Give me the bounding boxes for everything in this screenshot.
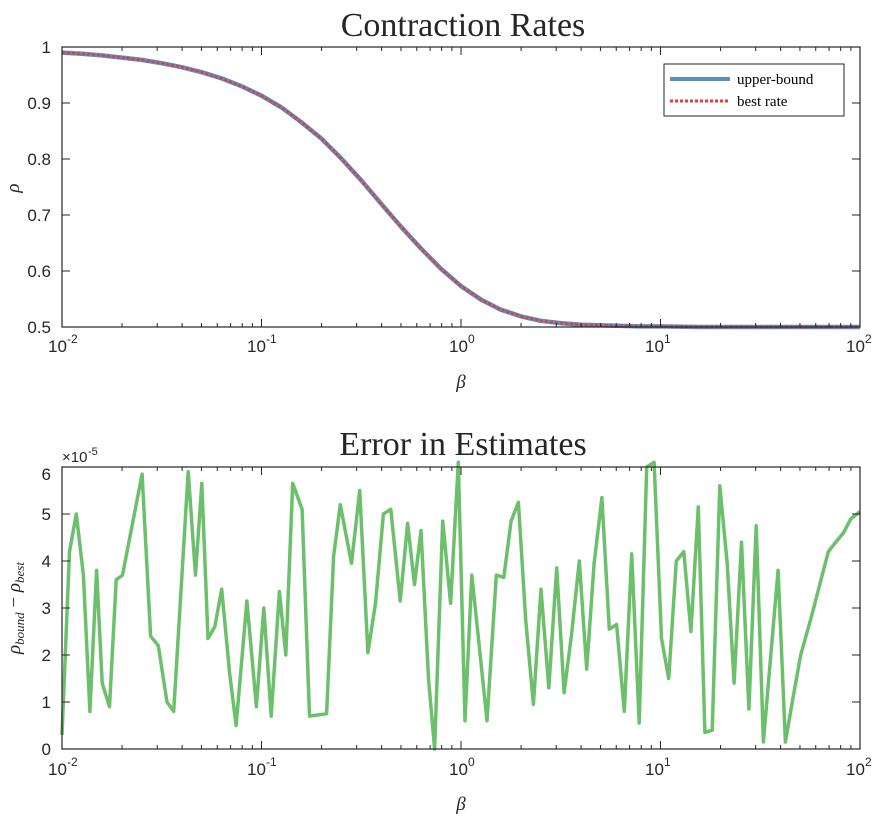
y-multiplier-label: ×10 -5 — [62, 446, 98, 466]
error-estimates-chart: Error in Estimates ×10 -5 0 1 2 3 4 5 6 … — [4, 426, 872, 815]
y-tick-label: 0.8 — [27, 150, 51, 169]
y-tick-label: 2 — [42, 646, 51, 665]
x-tick-label: 10 1 — [645, 332, 671, 356]
legend-box — [663, 63, 845, 117]
svg-text:-2: -2 — [67, 755, 78, 769]
legend-label-upper-bound: upper-bound — [737, 72, 814, 88]
series-line-best-rate — [61, 51, 860, 329]
y-tick-label: 0.7 — [27, 206, 51, 225]
svg-text:10: 10 — [449, 337, 468, 356]
y-tick-label: 4 — [42, 552, 51, 571]
y-tick-label: 6 — [42, 465, 51, 484]
tick-marks — [61, 46, 860, 328]
y-tick-label: 1 — [42, 693, 51, 712]
y-tick-label: 1 — [42, 38, 51, 57]
svg-text:-2: -2 — [67, 332, 78, 346]
svg-text:0: 0 — [468, 332, 475, 346]
y-tick-label: 5 — [42, 505, 51, 524]
svg-text:×10: ×10 — [62, 449, 87, 466]
x-tick-label: 10 -1 — [247, 332, 277, 356]
y-tick-label: 3 — [42, 599, 51, 618]
svg-text:-5: -5 — [88, 446, 98, 458]
svg-text:1: 1 — [664, 755, 671, 769]
svg-text:10: 10 — [48, 760, 67, 779]
x-tick-label: 10 0 — [449, 755, 475, 779]
y-tick-label: 0.5 — [27, 318, 51, 337]
chart-title: Contraction Rates — [341, 7, 586, 44]
y-axis-label: ρbound − ρbest — [4, 562, 27, 655]
svg-text:2: 2 — [865, 755, 872, 769]
x-axis-label: β — [455, 794, 466, 815]
contraction-rates-chart: Contraction Rates 0.5 0.6 0.7 0.8 0.9 1 … — [3, 7, 872, 393]
legend-label-best-rate: best rate — [737, 94, 788, 110]
legend: upper-bound best rate — [663, 63, 845, 117]
x-tick-label: 10 1 — [645, 755, 671, 779]
svg-text:10: 10 — [645, 337, 664, 356]
svg-text:0: 0 — [468, 755, 475, 769]
svg-text:10: 10 — [247, 760, 266, 779]
svg-text:-1: -1 — [266, 332, 277, 346]
x-tick-label: 10 2 — [846, 755, 872, 779]
x-tick-label: 10 2 — [846, 332, 872, 356]
chart-title: Error in Estimates — [339, 426, 586, 463]
svg-text:10: 10 — [48, 337, 67, 356]
svg-text:2: 2 — [865, 332, 872, 346]
svg-text:10: 10 — [449, 760, 468, 779]
series-layer — [60, 460, 862, 751]
y-tick-label: 0 — [42, 740, 51, 759]
x-tick-label: 10 -2 — [48, 755, 78, 779]
svg-text:1: 1 — [664, 332, 671, 346]
svg-text:10: 10 — [846, 337, 865, 356]
y-tick-label: 0.9 — [27, 94, 51, 113]
x-tick-label: 10 -1 — [247, 755, 277, 779]
x-tick-label: 10 0 — [449, 332, 475, 356]
svg-text:10: 10 — [247, 337, 266, 356]
svg-text:10: 10 — [645, 760, 664, 779]
svg-text:-1: -1 — [266, 755, 277, 769]
y-tick-label: 0.6 — [27, 262, 51, 281]
y-axis-label: ρ — [3, 183, 24, 193]
series-line-error — [60, 460, 862, 751]
svg-text:10: 10 — [846, 760, 865, 779]
x-tick-label: 10 -2 — [48, 332, 78, 356]
x-axis-label: β — [455, 372, 466, 393]
tick-marks — [61, 466, 860, 750]
